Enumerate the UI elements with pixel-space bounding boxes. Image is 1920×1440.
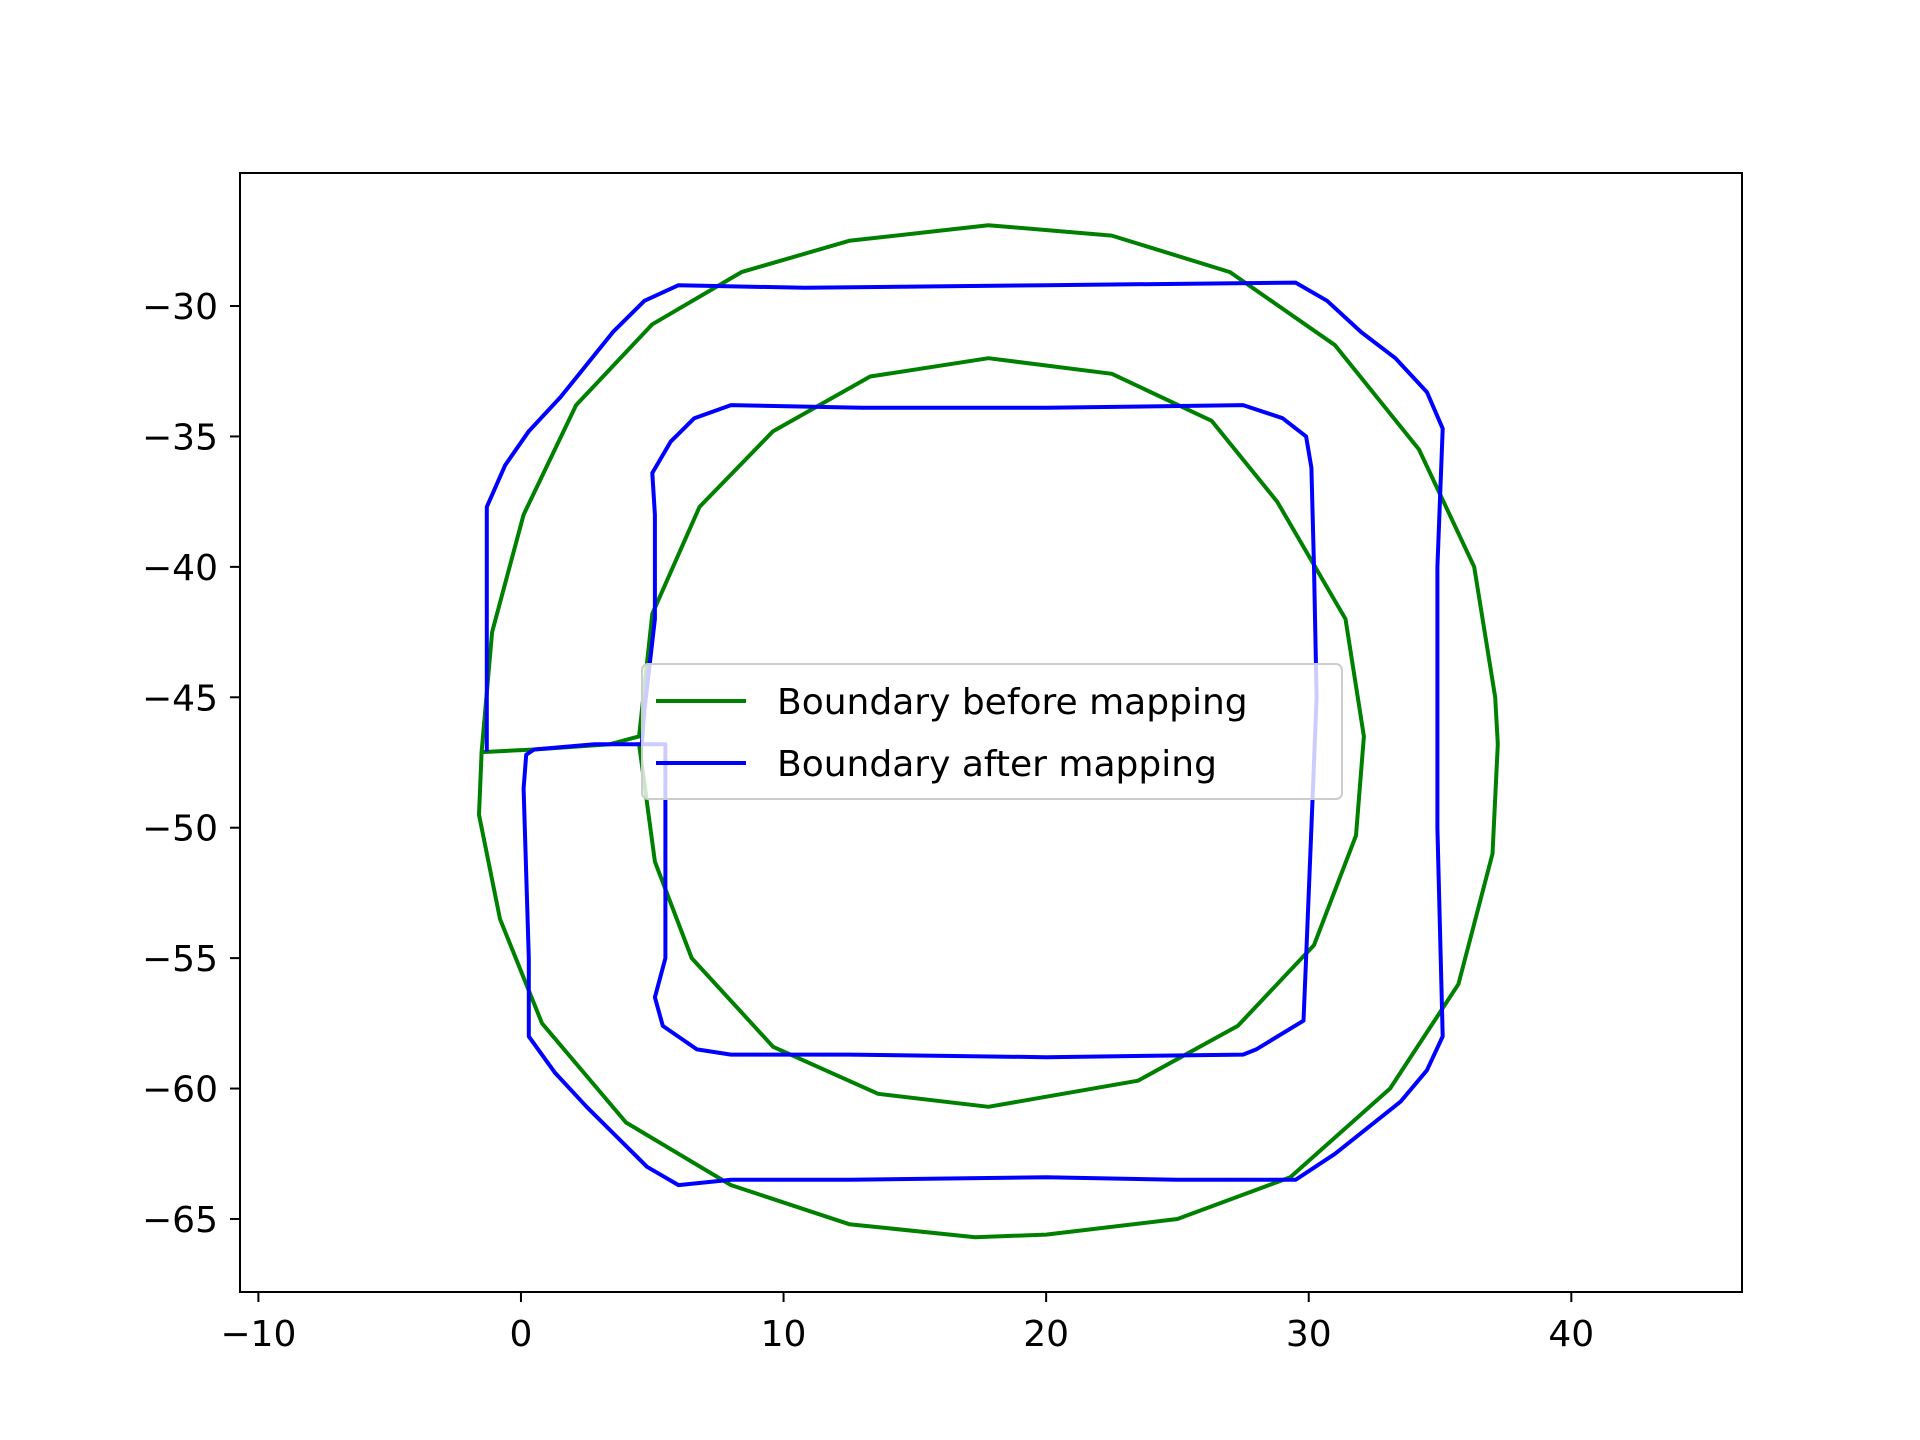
x-tick-label: 30 — [1286, 1314, 1332, 1355]
x-tick-label: −10 — [220, 1314, 296, 1355]
y-tick-label: −55 — [142, 939, 218, 980]
y-axis: −30 −35 −40 −45 −50 −55 −60 −65 — [142, 287, 240, 1241]
x-tick-label: 10 — [761, 1314, 807, 1355]
series-layer — [477, 223, 1500, 1240]
y-tick-label: −35 — [142, 417, 218, 458]
legend-box — [641, 663, 1343, 800]
legend-label-1: Boundary after mapping — [777, 744, 1217, 785]
x-tick-label: 40 — [1548, 1314, 1594, 1355]
x-tick-label: 0 — [510, 1314, 533, 1355]
y-tick-label: −30 — [142, 287, 218, 328]
y-tick-label: −50 — [142, 809, 218, 850]
series-line-1 — [484, 280, 1445, 1188]
y-tick-label: −40 — [142, 548, 218, 589]
y-tick-label: −65 — [142, 1200, 218, 1241]
x-tick-label: 20 — [1023, 1314, 1069, 1355]
legend-label-0: Boundary before mapping — [777, 682, 1248, 723]
y-tick-label: −45 — [142, 678, 218, 719]
legend: Boundary before mapping Boundary after ma… — [641, 663, 1343, 800]
series-line-0 — [477, 223, 1500, 1240]
plot-frame — [239, 172, 1743, 1293]
y-tick-label: −60 — [142, 1070, 218, 1111]
x-axis: −10 0 10 20 30 40 — [220, 1292, 1594, 1355]
